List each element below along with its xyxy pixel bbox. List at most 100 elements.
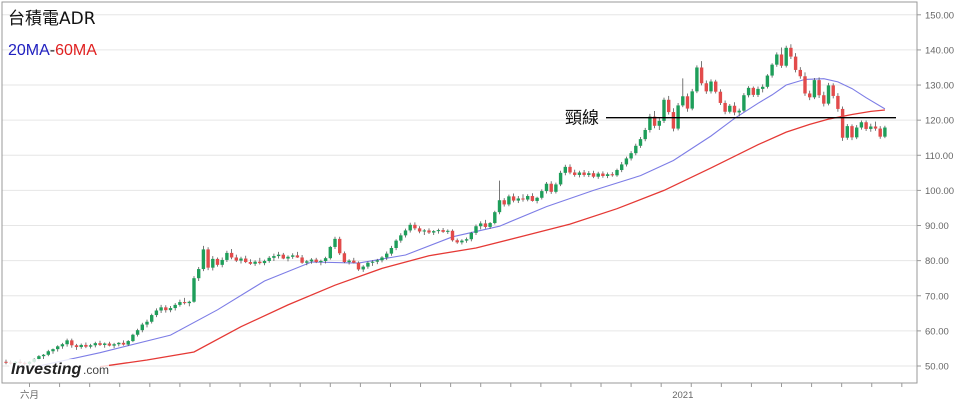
candle [479, 221, 483, 230]
candle [817, 77, 821, 99]
candle [544, 181, 549, 194]
candle [864, 120, 868, 132]
candle-body [629, 153, 633, 159]
candle [507, 194, 511, 207]
candle [74, 343, 79, 350]
candle-body [761, 86, 765, 89]
candle-body [88, 345, 93, 347]
candle [699, 61, 704, 86]
candle [333, 236, 337, 250]
candle [488, 222, 492, 230]
chart-title: 台積電ADR [8, 9, 96, 29]
candle-body [121, 342, 126, 345]
candle-body [319, 260, 323, 263]
candle-body [338, 238, 342, 254]
candle [338, 236, 342, 256]
x-tick-label: 六月 [20, 389, 39, 401]
y-axis: 50.00 60.00 70.00 80.00 90.00 100.00 110.00 120… [917, 10, 954, 373]
candle [746, 86, 751, 98]
candle-body [605, 174, 610, 177]
candle-body [234, 257, 238, 261]
candle-body [112, 344, 116, 346]
candle-body [422, 230, 426, 232]
candle-body [479, 223, 483, 227]
candle-body [638, 139, 643, 146]
candle-body [366, 262, 370, 267]
candle-body [281, 254, 285, 259]
candle [563, 164, 567, 176]
candle-body [695, 67, 699, 92]
candle [93, 341, 97, 348]
candle [779, 47, 784, 68]
candle [389, 245, 394, 256]
candle-body [822, 95, 826, 104]
candle-body [84, 344, 88, 347]
candle [41, 354, 46, 359]
candle-body [793, 56, 798, 70]
y-tick-label: 60.00 [925, 326, 949, 337]
candle [826, 82, 831, 106]
candle [605, 172, 610, 179]
candle-body [276, 254, 281, 257]
candle [859, 120, 864, 130]
x-tick-label: 2021 [672, 390, 693, 401]
candle-body [211, 258, 215, 268]
candle [568, 164, 572, 175]
candle-body [126, 341, 130, 345]
candle-body [502, 200, 506, 205]
candle-body [883, 127, 887, 137]
candle [427, 228, 431, 234]
candle-body [258, 261, 262, 264]
candle [770, 63, 774, 78]
candle-body [436, 230, 441, 232]
investing-logo: Investing .com [9, 359, 109, 378]
candle-body [333, 238, 337, 247]
candle-body [375, 260, 379, 262]
candle [497, 180, 502, 215]
candle [615, 168, 619, 177]
candle-body [140, 324, 144, 331]
candle-body [568, 166, 572, 173]
candle [178, 299, 182, 307]
candle [276, 251, 281, 259]
candle [352, 257, 356, 264]
candle-body [103, 343, 107, 345]
candle-body [714, 81, 718, 92]
candle [103, 342, 107, 348]
candle-body [352, 260, 356, 263]
candle [540, 189, 544, 200]
candles [4, 44, 887, 366]
candle-body [591, 173, 596, 177]
candle-body [662, 99, 666, 121]
candle [883, 125, 887, 139]
candle [121, 340, 126, 346]
candle-body [229, 252, 234, 258]
candle [850, 124, 854, 141]
candle [878, 126, 882, 139]
candle [286, 255, 290, 262]
candle-body [145, 321, 149, 325]
candle-body [667, 99, 671, 113]
candle-body [225, 252, 229, 260]
candle [704, 80, 708, 94]
candle [784, 45, 788, 68]
candle [215, 257, 220, 267]
candle-body [305, 261, 309, 263]
candle [836, 93, 840, 112]
candle [873, 121, 878, 131]
candle-body [197, 269, 201, 279]
candle-body [272, 256, 276, 258]
candle [234, 254, 238, 263]
candle-body [483, 223, 488, 227]
candle [305, 259, 309, 266]
candle [182, 297, 187, 305]
candle-body [51, 349, 55, 352]
candle-body [300, 257, 304, 263]
candle-body [779, 54, 784, 66]
candle-body [60, 344, 65, 347]
candle-body [446, 230, 450, 232]
candle-body [135, 330, 140, 335]
candle [300, 255, 304, 264]
candle [638, 137, 643, 148]
